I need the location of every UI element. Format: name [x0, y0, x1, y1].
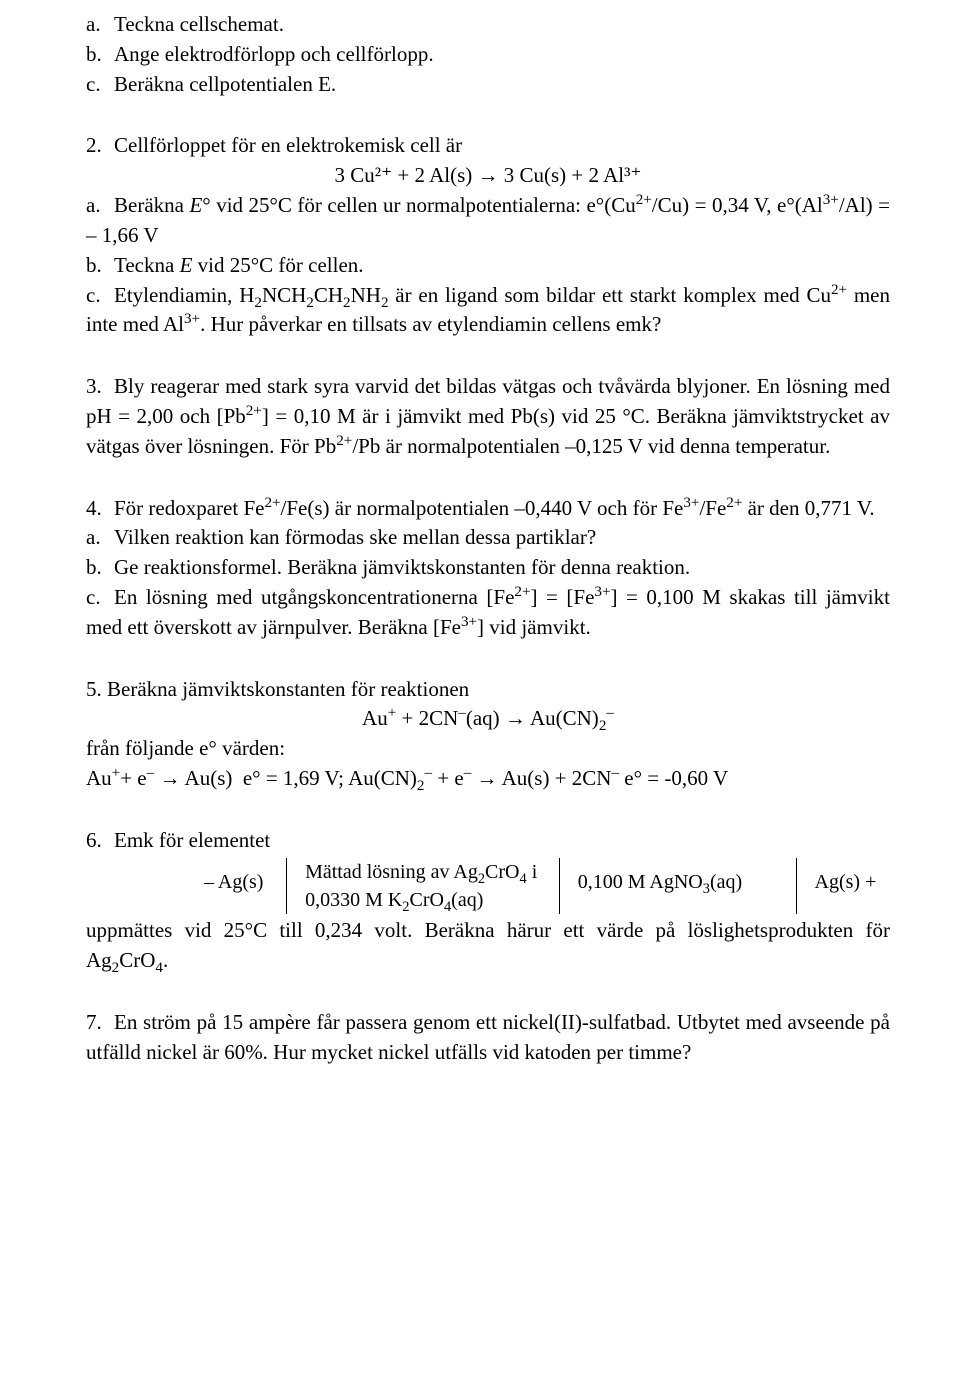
- q4: 4.För redoxparet Fe2+/Fe(s) är normalpot…: [86, 494, 890, 643]
- label-b: b.: [86, 40, 114, 70]
- q6-num: 6.: [86, 826, 114, 856]
- q5-equation: Au+ + 2CN–(aq) → Au(CN)2–: [86, 704, 890, 734]
- q1: a. Teckna cellschemat. b. Ange elektrodf…: [86, 10, 890, 99]
- q1-c: c. Beräkna cellpotentialen E.: [86, 70, 890, 100]
- q2-lead: 2.Cellförloppet för en elektrokemisk cel…: [86, 131, 890, 161]
- q6-cell-c2b: 0,0330 M K2CrO4(aq): [305, 886, 541, 914]
- q1-b: b. Ange elektrodförlopp och cellförlopp.: [86, 40, 890, 70]
- q6-tail: uppmättes vid 25°C till 0,234 volt. Berä…: [86, 916, 890, 976]
- q1-c-text: Beräkna cellpotentialen E.: [114, 70, 890, 100]
- q1-a: a. Teckna cellschemat.: [86, 10, 890, 40]
- q4-c: c.En lösning med utgångskoncentrationern…: [86, 583, 890, 643]
- cell-separator: [286, 858, 287, 915]
- q2-b-text: Teckna E vid 25°C för cellen.: [114, 253, 364, 277]
- q6-lead: 6.Emk för elementet: [86, 826, 890, 856]
- q4-lead: 4.För redoxparet Fe2+/Fe(s) är normalpot…: [86, 494, 890, 524]
- q2: 2.Cellförloppet för en elektrokemisk cel…: [86, 131, 890, 340]
- q5-lead: 5. Beräkna jämviktskonstanten för reakti…: [86, 675, 890, 705]
- label-a: a.: [86, 523, 114, 553]
- q2-c-text: Etylendiamin, H2NCH2CH2NH2 är en ligand …: [86, 283, 890, 337]
- q2-b: b.Teckna E vid 25°C för cellen.: [86, 251, 890, 281]
- q5: 5. Beräkna jämviktskonstanten för reakti…: [86, 675, 890, 794]
- label-b: b.: [86, 553, 114, 583]
- q3-num: 3.: [86, 372, 114, 402]
- label-a: a.: [86, 191, 114, 221]
- q4-num: 4.: [86, 494, 114, 524]
- q4-a: a.Vilken reaktion kan förmodas ske mella…: [86, 523, 890, 553]
- q3-text: 3.Bly reagerar med stark syra varvid det…: [86, 372, 890, 461]
- q6-lead-text: Emk för elementet: [114, 828, 270, 852]
- label-b: b.: [86, 251, 114, 281]
- q6-cell-c4: Ag(s) +: [815, 858, 890, 896]
- label-a: a.: [86, 10, 114, 40]
- q7-text: 7.En ström på 15 ampère får passera geno…: [86, 1008, 890, 1068]
- q4-b-text: Ge reaktionsformel. Beräkna jämviktskons…: [114, 555, 690, 579]
- q1-a-text: Teckna cellschemat.: [114, 10, 890, 40]
- q6: 6.Emk för elementet – Ag(s) Mättad lösni…: [86, 826, 890, 976]
- q4-c-text: En lösning med utgångskoncentrationerna …: [86, 585, 890, 639]
- q5-line: Au++ e– → Au(s) e° = 1,69 V; Au(CN)2– + …: [86, 764, 890, 794]
- q4-a-text: Vilken reaktion kan förmodas ske mellan …: [114, 525, 596, 549]
- cell-separator: [559, 858, 560, 915]
- cell-separator: [796, 858, 797, 915]
- q3-body: Bly reagerar med stark syra varvid det b…: [86, 374, 890, 458]
- q6-cell-c2a: Mättad lösning av Ag2CrO4 i: [305, 858, 541, 886]
- q2-a: a.Beräkna E° vid 25°C för cellen ur norm…: [86, 191, 890, 251]
- label-c: c.: [86, 583, 114, 613]
- q6-cell-c2: Mättad lösning av Ag2CrO4 i 0,0330 M K2C…: [305, 858, 541, 915]
- q2-num: 2.: [86, 131, 114, 161]
- label-c: c.: [86, 70, 114, 100]
- label-c: c.: [86, 281, 114, 311]
- q2-a-text: Beräkna E° vid 25°C för cellen ur normal…: [86, 193, 890, 247]
- q1-b-text: Ange elektrodförlopp och cellförlopp.: [114, 40, 890, 70]
- q7-body: En ström på 15 ampère får passera genom …: [86, 1010, 890, 1064]
- q2-lead-text: Cellförloppet för en elektrokemisk cell …: [114, 133, 462, 157]
- q3: 3.Bly reagerar med stark syra varvid det…: [86, 372, 890, 461]
- q6-cell-c1: – Ag(s): [204, 858, 268, 896]
- q6-cell-notation: – Ag(s) Mättad lösning av Ag2CrO4 i 0,03…: [204, 858, 890, 915]
- q2-c: c.Etylendiamin, H2NCH2CH2NH2 är en ligan…: [86, 281, 890, 341]
- q5-mid: från följande e° värden:: [86, 734, 890, 764]
- q2-equation: 3 Cu²⁺ + 2 Al(s) → 3 Cu(s) + 2 Al³⁺: [86, 161, 890, 191]
- q7-num: 7.: [86, 1008, 114, 1038]
- q4-b: b.Ge reaktionsformel. Beräkna jämviktsko…: [86, 553, 890, 583]
- q6-cell-c3: 0,100 M AgNO3(aq): [578, 858, 778, 896]
- q4-lead-text: För redoxparet Fe2+/Fe(s) är normalpoten…: [114, 496, 875, 520]
- q7: 7.En ström på 15 ampère får passera geno…: [86, 1008, 890, 1068]
